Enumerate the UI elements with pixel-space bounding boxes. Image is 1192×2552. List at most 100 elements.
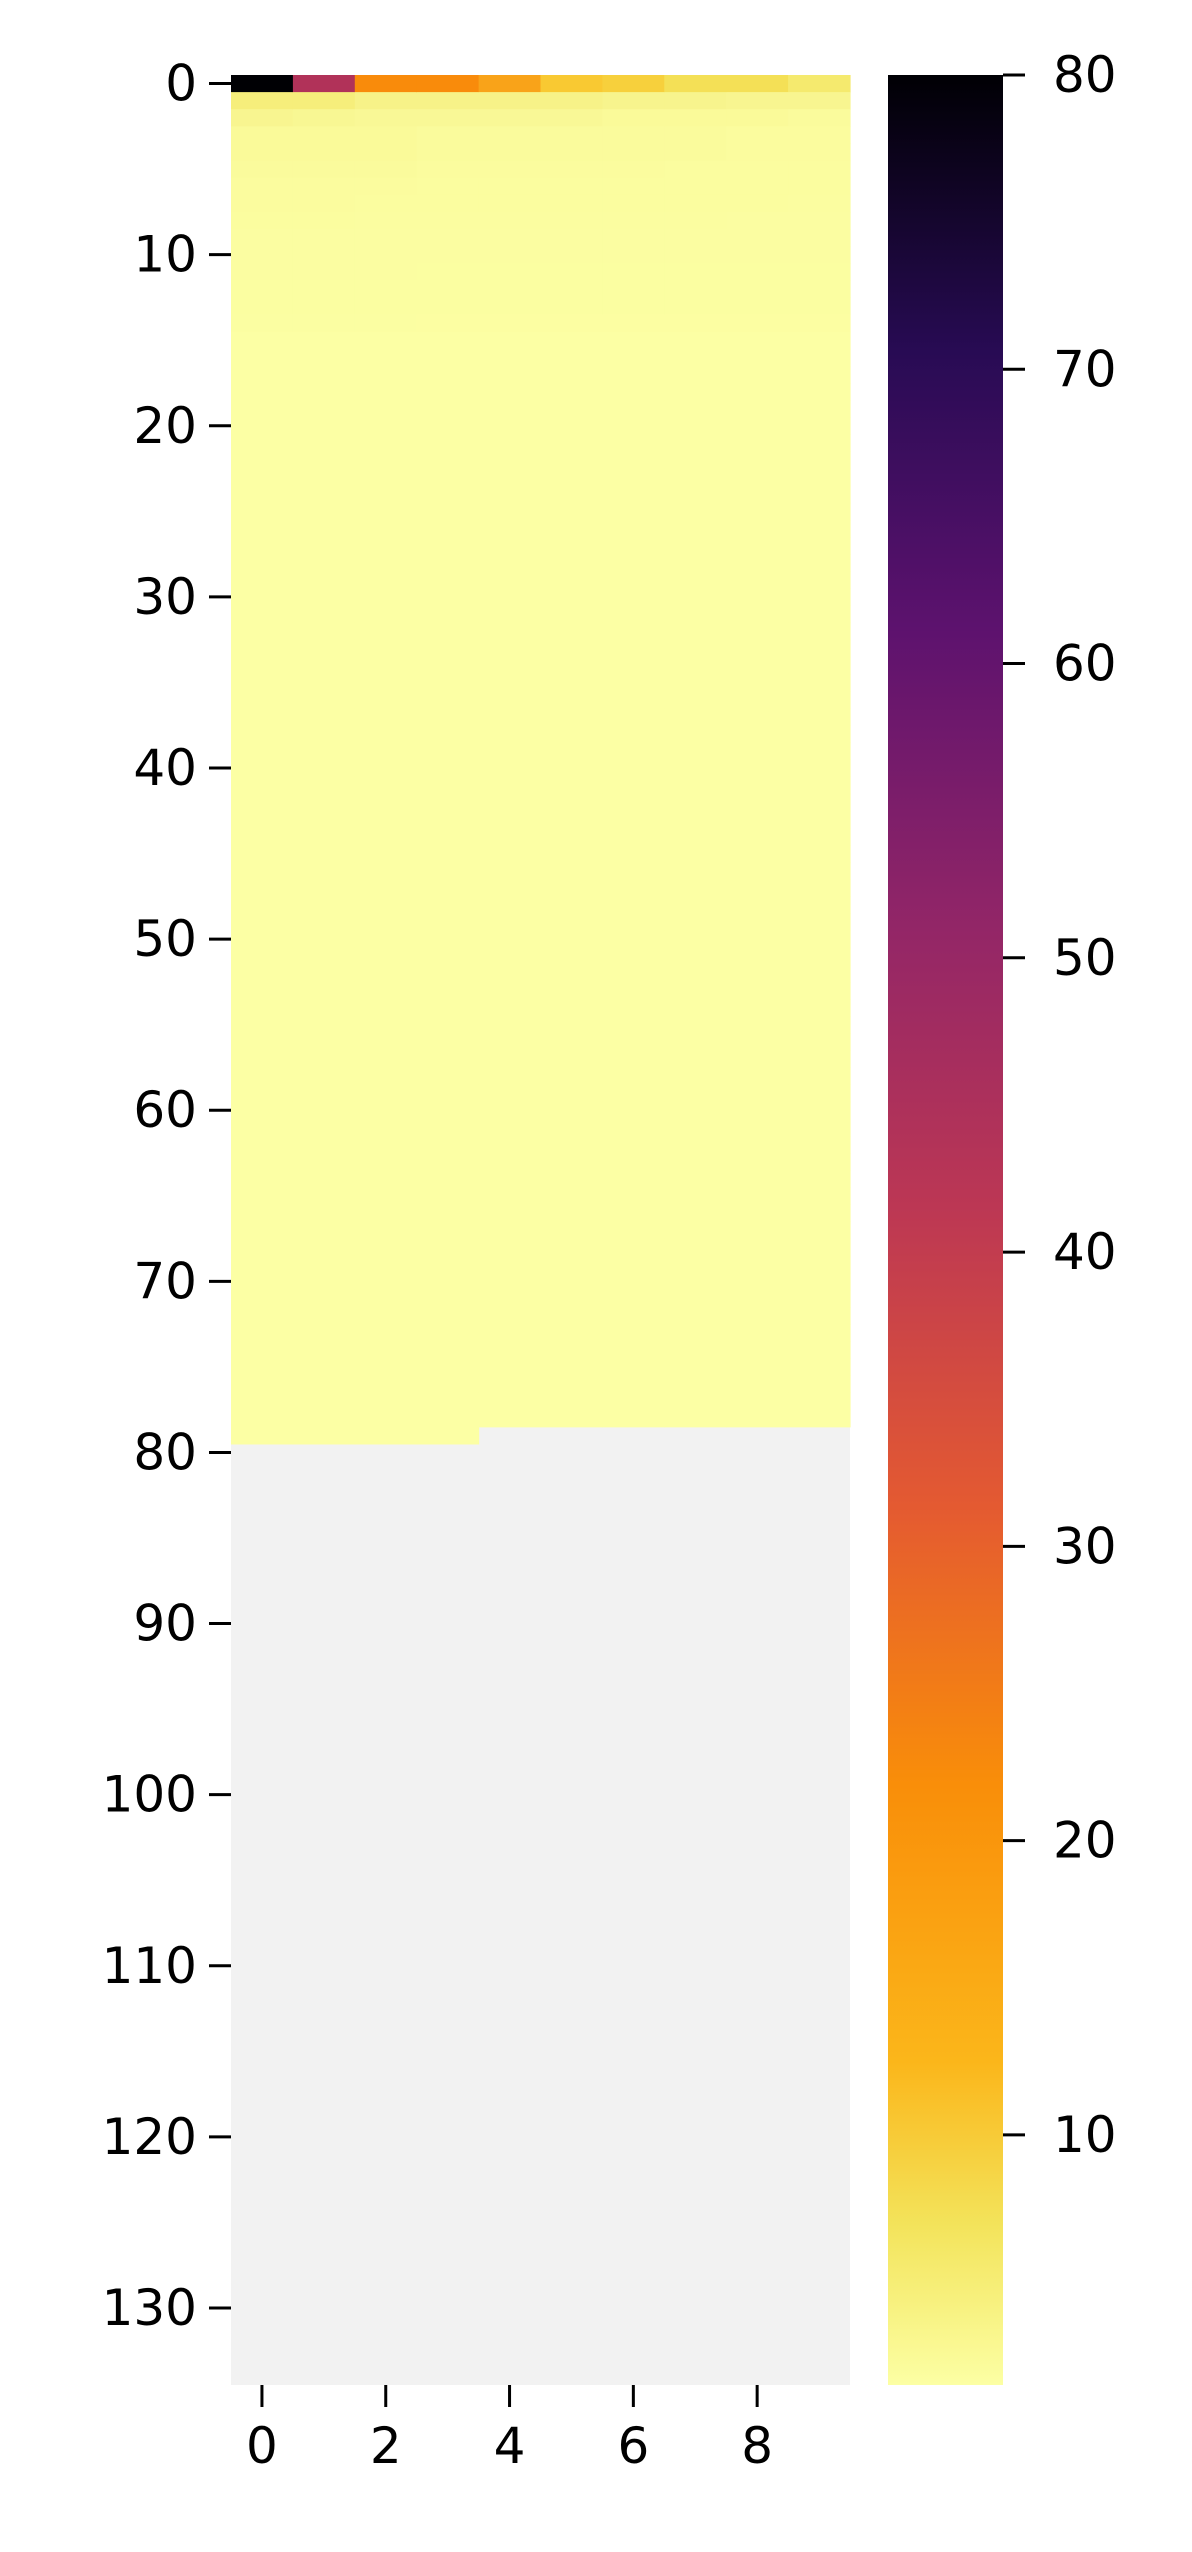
heatmap-cell bbox=[602, 622, 665, 641]
heatmap-cell bbox=[292, 1067, 356, 1086]
heatmap-cell bbox=[726, 605, 789, 624]
heatmap-cell bbox=[416, 348, 480, 367]
heatmap-cell bbox=[664, 1033, 727, 1051]
heatmap-cell bbox=[231, 1375, 294, 1394]
heatmap-cell bbox=[292, 468, 356, 487]
heatmap-cell bbox=[292, 1204, 356, 1223]
heatmap-cell bbox=[478, 1084, 542, 1103]
heatmap-cell bbox=[602, 588, 665, 607]
heatmap-cell bbox=[416, 673, 480, 692]
heatmap-cell bbox=[292, 160, 356, 179]
heatmap-cell bbox=[726, 417, 789, 435]
heatmap-cell bbox=[664, 1084, 727, 1103]
heatmap-cell bbox=[231, 1341, 294, 1359]
heatmap-cell bbox=[602, 673, 665, 692]
heatmap-cell bbox=[231, 862, 294, 880]
heatmap-cell bbox=[664, 383, 727, 401]
heatmap-cell bbox=[788, 331, 851, 350]
heatmap-cell bbox=[478, 673, 542, 692]
heatmap-cell bbox=[354, 947, 418, 966]
heatmap-cell bbox=[664, 981, 727, 1000]
heatmap-cell bbox=[292, 1324, 356, 1342]
x-tick-label: 0 bbox=[246, 2417, 278, 2475]
heatmap-cell bbox=[788, 1187, 851, 1205]
heatmap-cell bbox=[664, 759, 727, 778]
heatmap-cell bbox=[540, 981, 603, 1000]
heatmap-cell bbox=[540, 1067, 603, 1086]
heatmap-cell bbox=[478, 280, 542, 299]
heatmap-cell bbox=[416, 160, 480, 179]
heatmap-cell bbox=[726, 1324, 789, 1342]
heatmap-cell bbox=[231, 1050, 294, 1069]
heatmap-cell bbox=[726, 554, 789, 572]
heatmap-cell bbox=[540, 1118, 603, 1137]
heatmap-cell bbox=[478, 708, 542, 726]
heatmap-cell bbox=[478, 605, 542, 624]
heatmap-cell bbox=[416, 92, 480, 110]
heatmap-cell bbox=[602, 981, 665, 1000]
heatmap-cell bbox=[788, 776, 851, 795]
heatmap-cell bbox=[292, 1238, 356, 1257]
heatmap-cell bbox=[478, 1409, 542, 1428]
heatmap-cell bbox=[354, 246, 418, 264]
heatmap-cell bbox=[416, 588, 480, 607]
heatmap-cell bbox=[231, 211, 294, 230]
heatmap-cell bbox=[540, 1238, 603, 1257]
heatmap-cell bbox=[292, 229, 356, 247]
heatmap-cell bbox=[664, 1341, 727, 1359]
heatmap-cell bbox=[354, 981, 418, 1000]
heatmap-cell bbox=[788, 913, 851, 932]
heatmap-cell bbox=[231, 502, 294, 521]
heatmap-cell bbox=[602, 1204, 665, 1223]
heatmap-cell bbox=[292, 622, 356, 641]
heatmap-cell bbox=[788, 126, 851, 145]
heatmap-cell bbox=[602, 502, 665, 521]
heatmap-cell bbox=[354, 92, 418, 110]
heatmap-cell bbox=[726, 1016, 789, 1034]
y-tick-label: 130 bbox=[102, 2279, 197, 2337]
heatmap-cell bbox=[788, 1307, 851, 1325]
heatmap-cell bbox=[788, 297, 851, 316]
heatmap-cell bbox=[602, 75, 665, 93]
heatmap-cell bbox=[231, 314, 294, 333]
heatmap-cell bbox=[478, 1033, 542, 1051]
heatmap-cell bbox=[664, 451, 727, 470]
heatmap-cell bbox=[664, 571, 727, 589]
heatmap-cell bbox=[292, 708, 356, 726]
heatmap-cell bbox=[292, 1272, 356, 1291]
heatmap-cell bbox=[540, 92, 603, 110]
heatmap-cell bbox=[602, 383, 665, 401]
heatmap-cell bbox=[354, 1033, 418, 1051]
heatmap-cell bbox=[788, 451, 851, 470]
heatmap-cell bbox=[788, 1358, 851, 1377]
heatmap-cell bbox=[788, 673, 851, 692]
heatmap-cell bbox=[664, 1324, 727, 1342]
heatmap-cell bbox=[292, 126, 356, 145]
heatmap-cell bbox=[788, 827, 851, 846]
heatmap-cell bbox=[602, 930, 665, 949]
heatmap-cell bbox=[292, 1033, 356, 1051]
heatmap-cell bbox=[292, 92, 356, 110]
heatmap-cell bbox=[292, 485, 356, 504]
heatmap-cell bbox=[664, 1255, 727, 1274]
heatmap-cell bbox=[726, 793, 789, 812]
heatmap-cell bbox=[416, 554, 480, 572]
heatmap-cell bbox=[416, 1238, 480, 1257]
heatmap-cell bbox=[416, 280, 480, 299]
heatmap-cell bbox=[416, 691, 480, 709]
heatmap-cell bbox=[478, 365, 542, 384]
heatmap-cell bbox=[726, 691, 789, 709]
heatmap-cell bbox=[664, 1067, 727, 1086]
heatmap-cell bbox=[478, 656, 542, 675]
heatmap-cell bbox=[416, 862, 480, 880]
colorbar-tick-label: 40 bbox=[1053, 1223, 1117, 1281]
heatmap-cell bbox=[602, 1307, 665, 1325]
heatmap-cell bbox=[416, 434, 480, 453]
y-tick-label: 80 bbox=[133, 1423, 197, 1481]
heatmap-cell bbox=[354, 554, 418, 572]
heatmap-cell bbox=[354, 1238, 418, 1257]
y-tick-label: 50 bbox=[133, 910, 197, 968]
heatmap-cell bbox=[478, 1067, 542, 1086]
heatmap-cell bbox=[416, 314, 480, 333]
heatmap-cell bbox=[602, 810, 665, 829]
